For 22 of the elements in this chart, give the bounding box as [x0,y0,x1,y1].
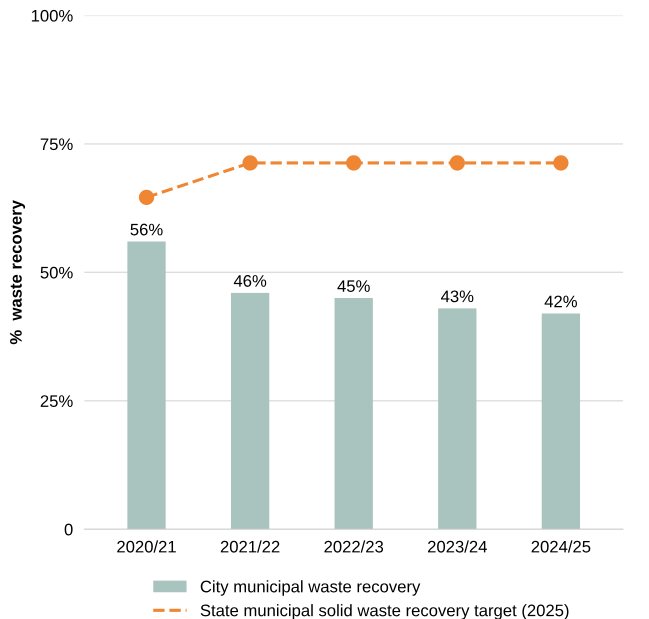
x-tick-label: 2022/23 [324,540,384,553]
y-tick-label: 100% [32,10,73,22]
y-tick-label: 0 [64,524,73,536]
data-label: 43% [441,290,474,302]
x-tick-label: 2021/22 [220,540,280,553]
data-label: 45% [337,280,370,292]
y-tick-label: 50% [40,266,73,279]
y-tick-label: 75% [40,138,73,150]
data-label: 56% [130,224,163,236]
y-tick-label: 25% [40,395,73,408]
bar [542,313,580,530]
bar [127,242,166,530]
y-axis-title: % waste recovery [10,200,26,344]
data-label: 46% [234,275,266,287]
bar [438,308,476,530]
x-tick-label: 2024/25 [532,540,590,553]
bar [230,292,270,530]
legend-label: City municipal waste recovery [200,580,420,596]
x-tick-label: 2023/24 [428,540,487,553]
x-tick-label: 2020/21 [117,540,176,553]
bar [334,298,373,530]
data-label: 42% [544,296,577,308]
